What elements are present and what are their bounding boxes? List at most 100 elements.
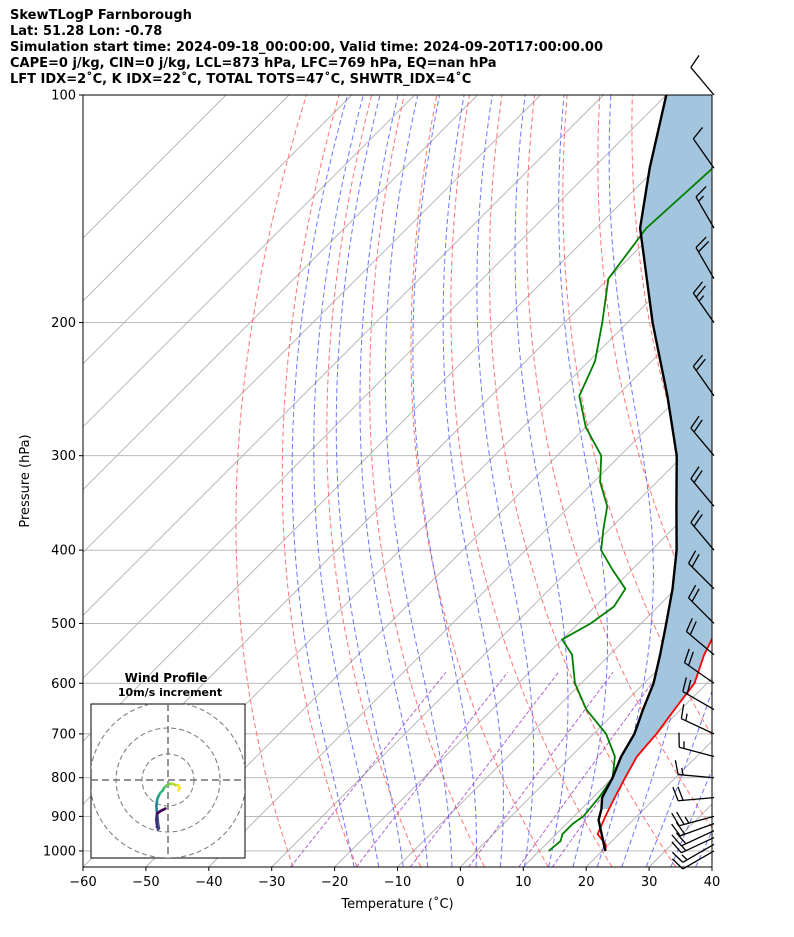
wind-barb [672, 786, 715, 802]
isotherm-line [83, 95, 353, 365]
x-tick-label: −30 [258, 875, 285, 890]
dry-adiabat-line [488, 95, 677, 867]
isotherm-line [271, 426, 712, 867]
y-tick-label: 400 [51, 544, 76, 559]
wind-barb [682, 677, 715, 711]
dry-adiabat-line [450, 95, 613, 867]
mixing-ratio-line [355, 671, 509, 867]
wind-barb [690, 510, 715, 551]
wind-barb [692, 354, 715, 397]
time-line: Simulation start time: 2024-09-18_00:00:… [10, 40, 603, 55]
wind-barb [680, 704, 715, 735]
mixing-ratio-line [409, 671, 560, 867]
y-tick-label: 500 [51, 617, 76, 632]
moist-adiabat-line [335, 95, 404, 867]
hodograph-trace [161, 807, 167, 812]
cape-line: CAPE=0 j/kg, CIN=0 j/kg, LCL=873 hPa, LF… [10, 56, 497, 71]
isotherm-line [397, 551, 712, 867]
chart-title: SkewTLogP Farnborough [10, 8, 192, 23]
y-tick-label: 900 [51, 810, 76, 825]
mixing-ratio-line [518, 671, 661, 867]
parcel-line [597, 95, 678, 852]
y-tick-label: 600 [51, 677, 76, 692]
y-tick-label: 700 [51, 727, 76, 742]
isotherm-line [83, 95, 227, 239]
y-axis-label: Pressure (hPa) [18, 434, 33, 527]
dry-adiabat-line [730, 95, 794, 867]
wind-barb [687, 584, 715, 624]
x-axis-label: Temperature (˚C) [340, 896, 453, 912]
wind-barb [671, 830, 715, 847]
moist-adiabat-line [359, 95, 429, 867]
wind-barb [690, 466, 715, 507]
dry-adiabat-line [597, 95, 712, 639]
x-tick-label: 40 [704, 875, 721, 890]
moist-adiabat-line [291, 95, 355, 867]
isotherm-line [83, 95, 290, 302]
isotherm-line [83, 95, 604, 617]
isotherm-line [208, 363, 712, 867]
wind-barb [671, 811, 715, 827]
wind-barb [671, 850, 715, 870]
dry-adiabat-line [369, 95, 485, 867]
wind-barb [678, 732, 715, 758]
dry-adiabat-line [235, 95, 307, 867]
y-tick-label: 200 [51, 316, 76, 331]
isotherm-line [83, 95, 541, 554]
isotherm-line [83, 95, 667, 679]
wind-barb [683, 648, 715, 684]
x-tick-label: −60 [69, 875, 96, 890]
isotherm-line [83, 95, 416, 428]
wind-barb [692, 127, 715, 169]
moist-adiabat-line [645, 689, 712, 867]
moist-adiabat-line [412, 95, 477, 867]
isotherm-line [334, 488, 712, 867]
hodograph-trace [155, 817, 159, 829]
wind-barb [690, 54, 715, 96]
cape-area [601, 95, 712, 810]
isotherm-line [711, 866, 712, 867]
dry-adiabat-line [410, 95, 549, 867]
location-line: Lat: 51.28 Lon: -0.78 [10, 24, 163, 39]
y-tick-label: 300 [51, 449, 76, 464]
moist-adiabat-line [670, 768, 712, 867]
x-tick-label: −20 [321, 875, 348, 890]
isotherm-line [83, 95, 478, 491]
indices-line: LFT IDX=2˚C, K IDX=22˚C, TOTAL TOTS=47˚C… [10, 72, 472, 87]
mixing-ratio-line [468, 671, 614, 867]
wind-barb [671, 843, 715, 863]
temperature-line [596, 636, 712, 852]
hodograph-subtitle: 10m/s increment [118, 686, 222, 699]
y-tick-label: 100 [51, 89, 76, 104]
wind-barb [695, 236, 715, 280]
wind-barb [674, 760, 715, 779]
mixing-ratio-line [290, 671, 447, 867]
x-tick-label: 20 [578, 875, 595, 890]
wind-barb [690, 415, 715, 457]
isotherm-line [145, 300, 712, 867]
moist-adiabat-line [313, 95, 380, 867]
x-tick-label: 0 [456, 875, 464, 890]
x-tick-label: 30 [641, 875, 658, 890]
wind-barb [685, 617, 715, 656]
x-tick-label: 10 [515, 875, 532, 890]
isotherm-line [460, 614, 712, 867]
moist-adiabat-line [558, 95, 608, 867]
x-tick-label: −10 [384, 875, 411, 890]
y-tick-label: 800 [51, 771, 76, 786]
hodograph-title: Wind Profile [125, 671, 208, 685]
dry-adiabat-line [526, 95, 712, 829]
moist-adiabat-line [514, 95, 569, 867]
y-tick-label: 1000 [43, 844, 76, 859]
x-tick-label: −50 [132, 875, 159, 890]
moist-adiabat-line [384, 95, 453, 867]
wind-barb [692, 281, 715, 323]
dry-adiabat-line [281, 95, 358, 867]
chart-header: SkewTLogP Farnborough Lat: 51.28 Lon: -0… [10, 8, 603, 88]
isotherm-line [83, 111, 712, 742]
wind-barb [687, 550, 715, 590]
moist-adiabat-line [596, 95, 654, 867]
x-tick-label: −40 [195, 875, 222, 890]
wind-barb [695, 186, 715, 229]
